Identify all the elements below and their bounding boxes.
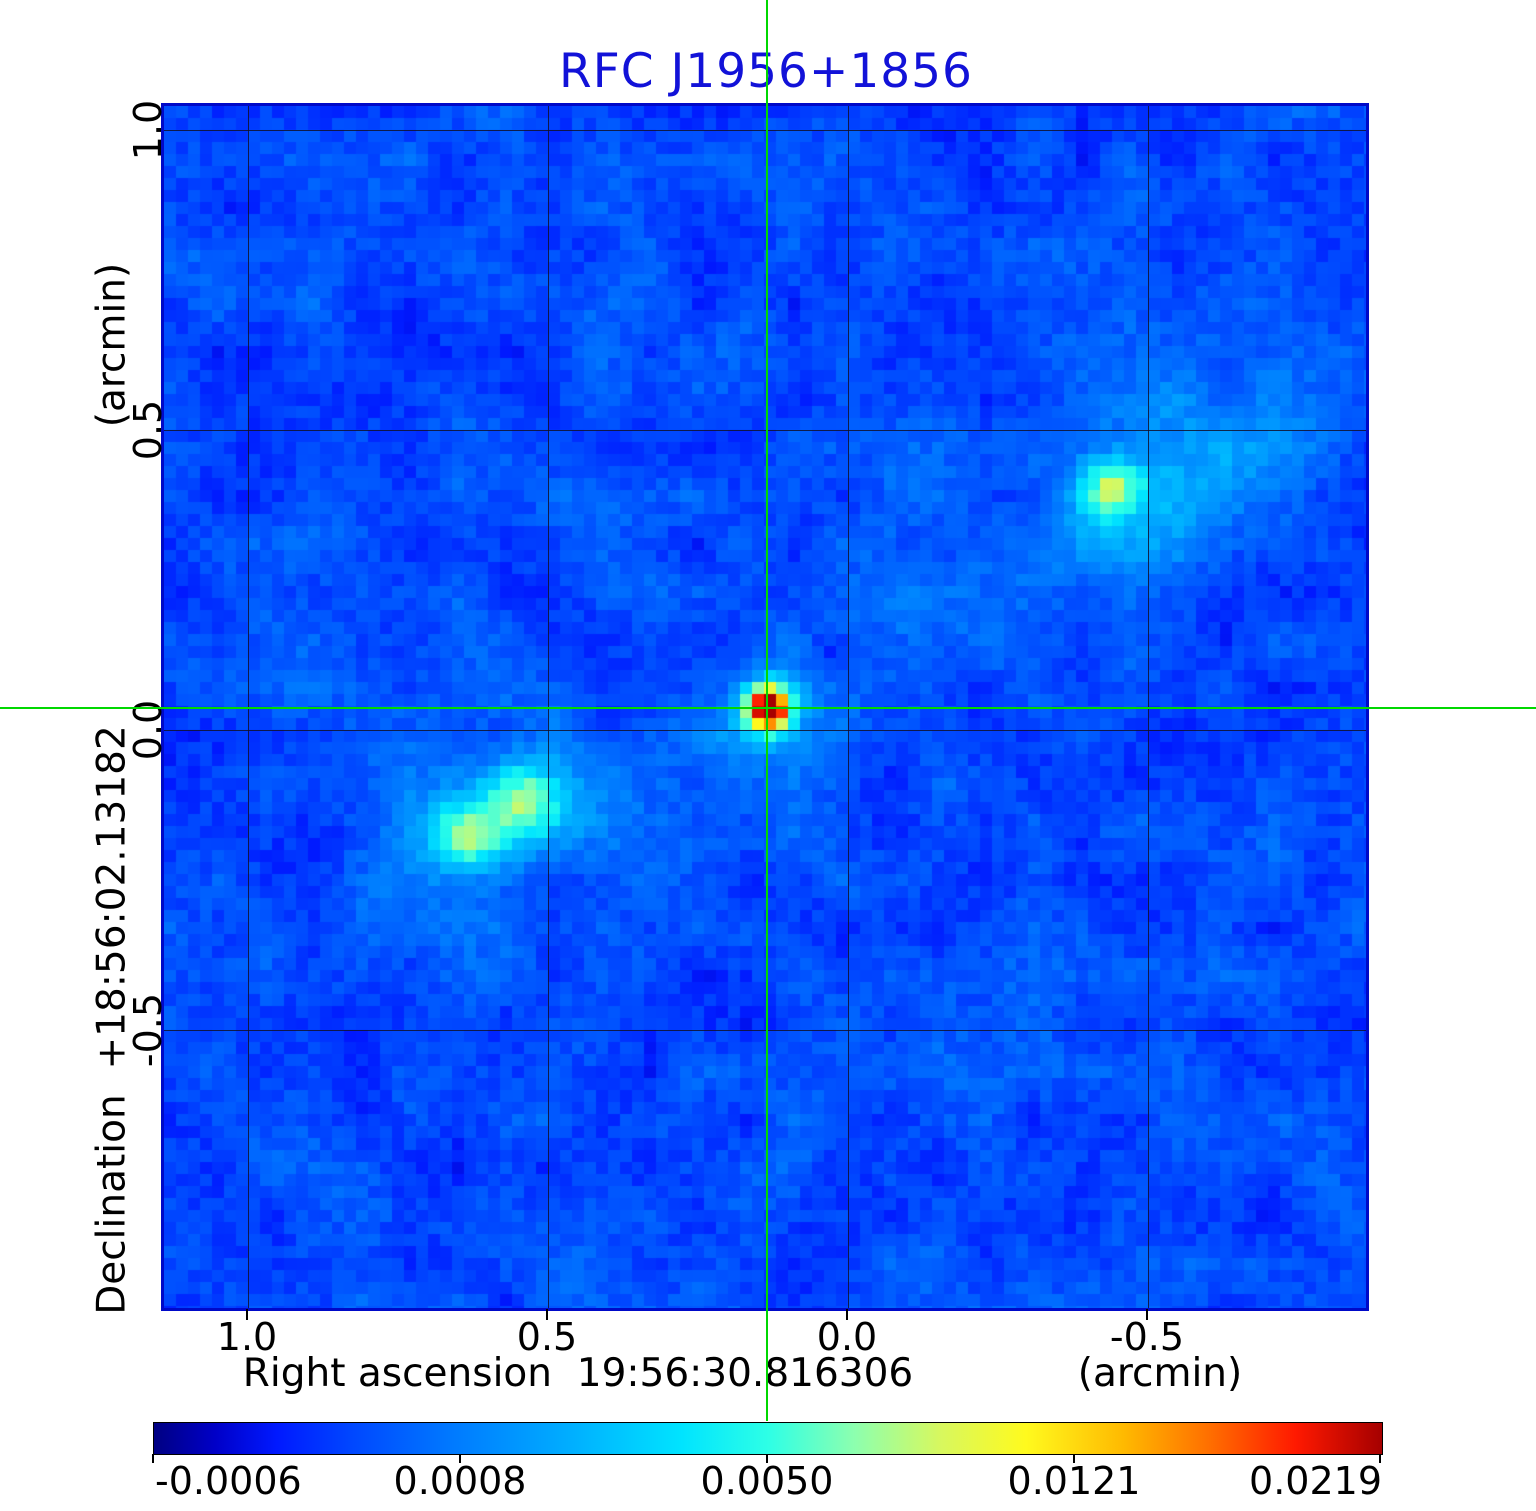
x-axis-label: Right ascension 19:56:30.816306 (242, 1351, 914, 1396)
x-tick-mark (246, 1309, 248, 1320)
x-tick-mark (546, 1309, 548, 1320)
x-tick-label: 0.5 (516, 1315, 578, 1359)
colorbar-tick-mark (766, 1454, 768, 1463)
colorbar-tick-mark (1379, 1454, 1381, 1463)
gridline-dec-1.0 (164, 130, 1366, 131)
colorbar-tick-label: 0.0008 (393, 1459, 527, 1503)
colorbar-tick-mark (152, 1454, 154, 1463)
x-tick-label: -0.5 (1109, 1315, 1185, 1359)
crosshair-vertical-line (766, 0, 768, 1421)
plot-title: RFC J1956+1856 (559, 44, 973, 99)
x-axis-unit: (arcmin) (1077, 1351, 1243, 1396)
x-tick-mark (1146, 1309, 1148, 1320)
x-tick-label: 1.0 (216, 1315, 278, 1359)
x-tick-label: 0.0 (816, 1315, 878, 1359)
y-tick-label: 1.0 (126, 99, 170, 161)
colorbar-tick-label: 0.0050 (700, 1459, 834, 1503)
crosshair-horizontal-line (0, 707, 1536, 709)
y-axis-unit: (arcmin) (89, 262, 135, 428)
colorbar-tick-label: -0.0006 (155, 1459, 302, 1503)
gridline-dec-0.5 (164, 430, 1366, 431)
gridline-dec--0.5 (164, 1030, 1366, 1031)
gridline-dec-0.0 (164, 730, 1366, 731)
colorbar-tick-mark (1073, 1454, 1075, 1463)
x-tick-mark (846, 1309, 848, 1320)
colorbar-tick-label: 0.0219 (1249, 1459, 1382, 1503)
colorbar-gradient (153, 1422, 1383, 1455)
colorbar-tick-mark (459, 1454, 461, 1463)
colorbar-tick-label: 0.0121 (1007, 1459, 1141, 1503)
y-axis-label: Declination +18:56:02.13182 (89, 725, 135, 1315)
